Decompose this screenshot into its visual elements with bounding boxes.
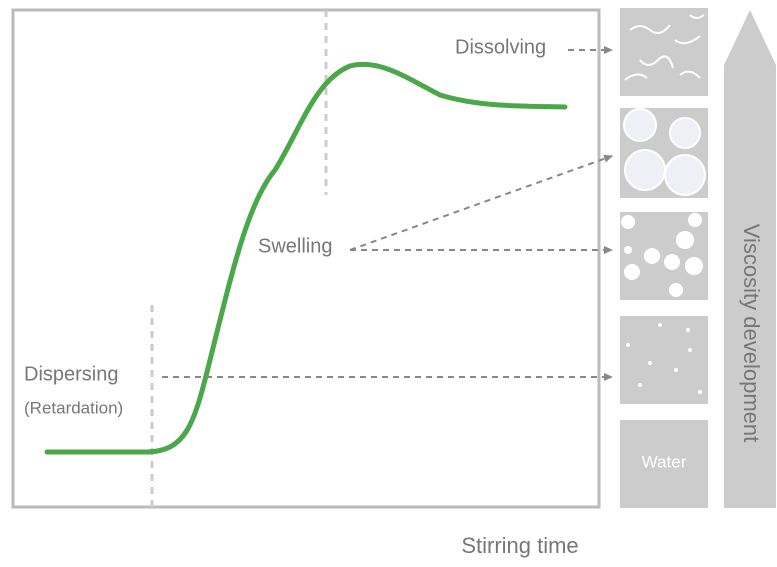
swollen-particles bbox=[623, 108, 706, 196]
stage-label: Dissolving bbox=[455, 36, 546, 58]
stage-note: (Retardation) bbox=[24, 398, 123, 417]
stage-label: Dispersing bbox=[24, 363, 118, 385]
water-label: Water bbox=[642, 452, 687, 471]
y-axis-label: Viscosity development bbox=[739, 224, 764, 443]
stage-label: Swelling bbox=[258, 235, 332, 257]
viscosity-curve bbox=[44, 61, 568, 455]
swelling-particles bbox=[621, 213, 703, 297]
x-axis-label: Stirring time bbox=[461, 533, 578, 558]
dissolving-strands bbox=[624, 14, 705, 81]
viscosity-arrow bbox=[724, 10, 776, 508]
frame bbox=[11, 8, 601, 509]
arrows bbox=[162, 46, 613, 381]
dispersed-particles bbox=[626, 323, 702, 394]
